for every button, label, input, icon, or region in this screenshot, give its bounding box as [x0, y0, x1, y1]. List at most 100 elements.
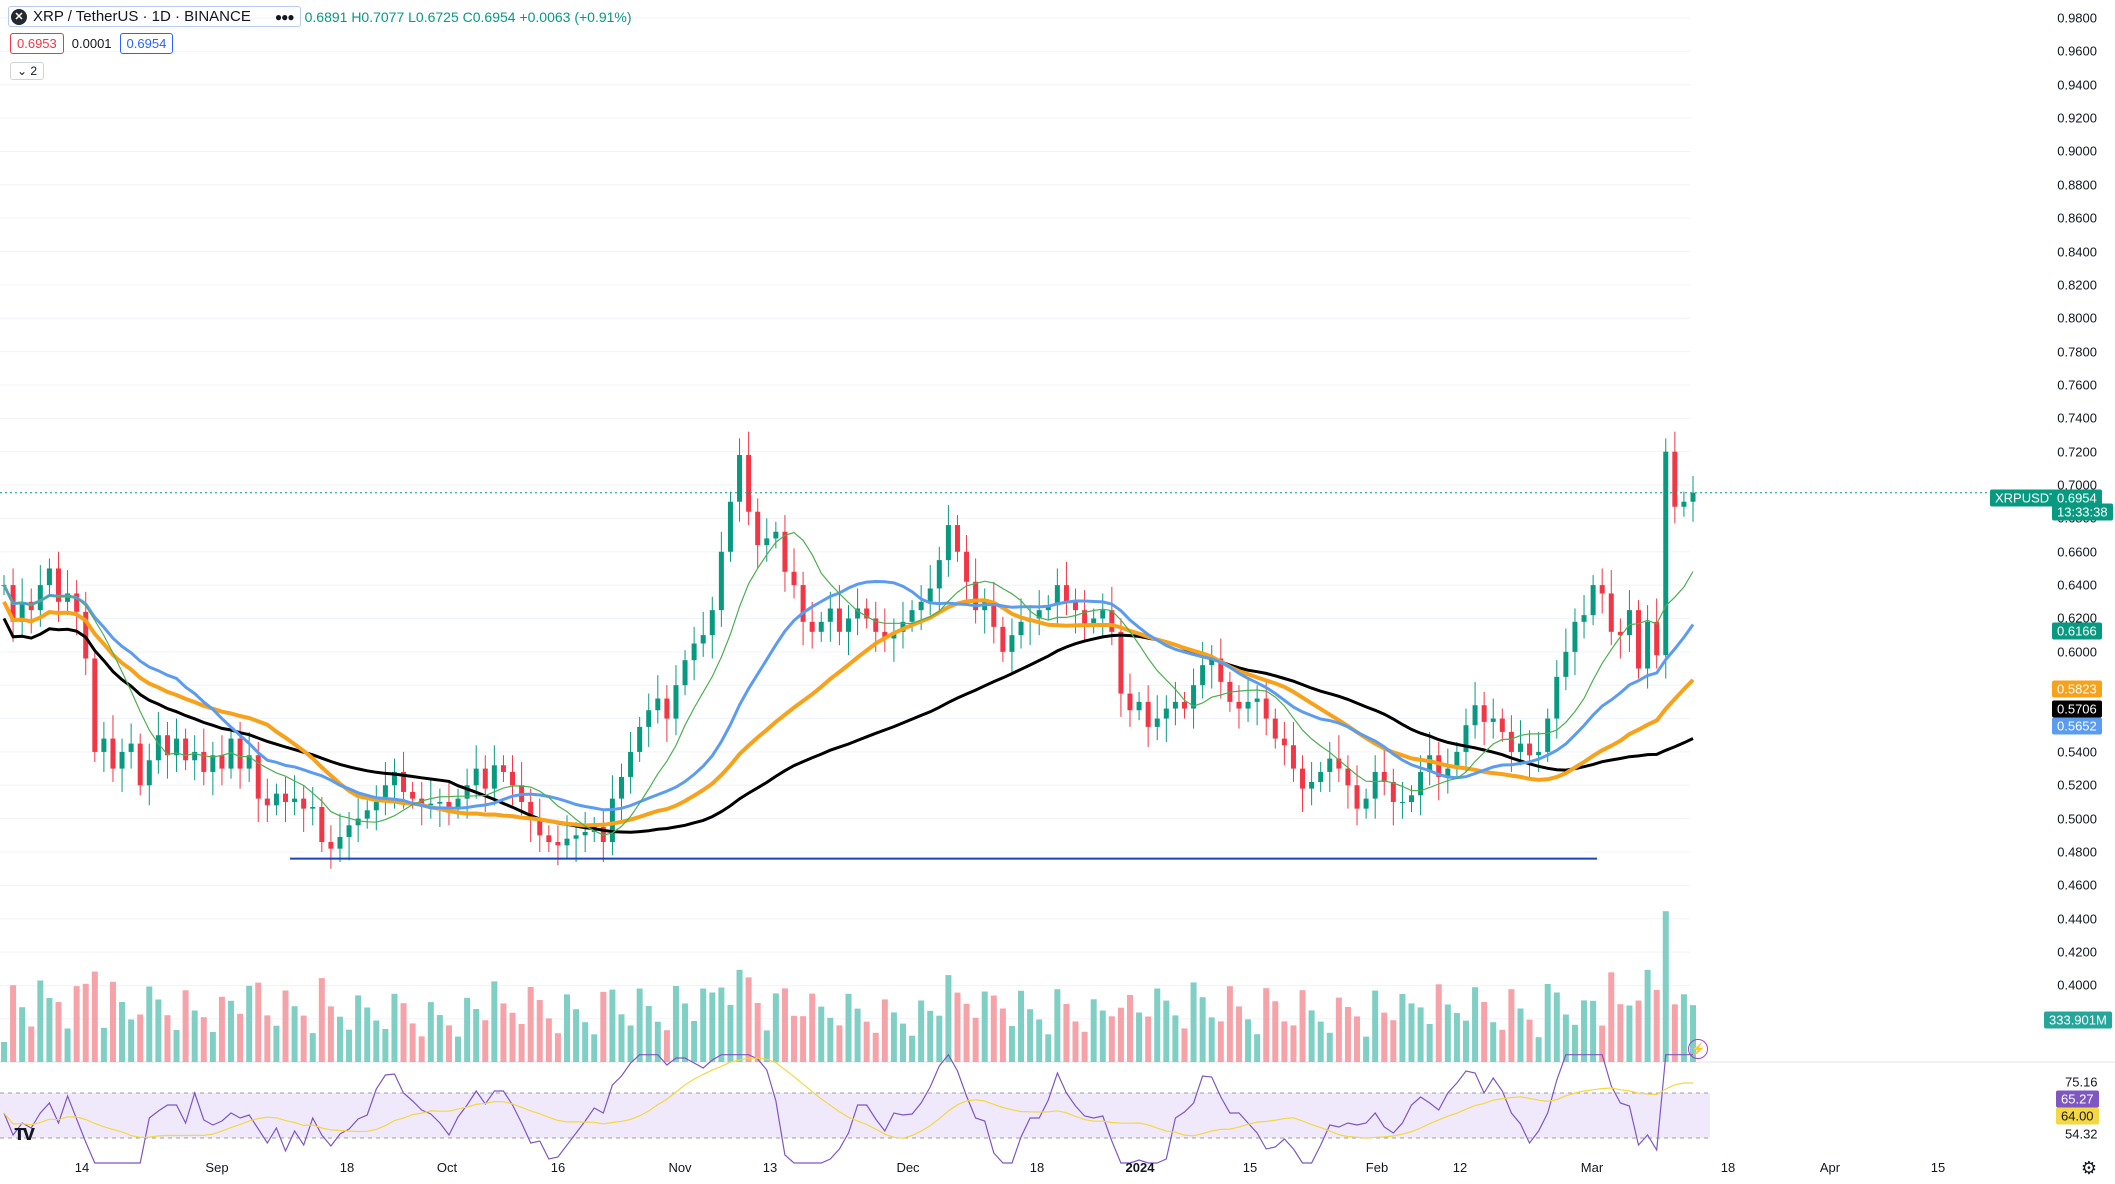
volume-bar: [1263, 988, 1270, 1062]
price-tick-label: 0.4600: [2057, 877, 2097, 893]
candle-body: [1472, 705, 1478, 726]
volume-bar: [682, 1003, 689, 1062]
volume-bar: [754, 1003, 761, 1062]
indicators-toggle[interactable]: ⌄ 2: [10, 62, 45, 80]
more-options-icon[interactable]: ●●●: [274, 9, 295, 24]
candle-body: [855, 608, 861, 619]
volume-bar: [1426, 1024, 1433, 1062]
candle-body: [691, 643, 697, 661]
volume-bar: [1199, 997, 1206, 1062]
candle-body: [1172, 701, 1178, 709]
volume-bar: [109, 981, 116, 1062]
lightning-icon[interactable]: ⚡: [1688, 1039, 1708, 1059]
time-tick-label: 13: [762, 1160, 778, 1175]
volume-bar: [591, 1034, 598, 1062]
candle-body: [991, 601, 997, 627]
candle-body: [709, 610, 715, 636]
time-tick-label: Oct: [436, 1160, 458, 1175]
candle-body: [818, 621, 824, 632]
candle-body: [1163, 708, 1169, 719]
candle-body: [1254, 698, 1260, 702]
buy-price-button[interactable]: 0.6954: [119, 33, 174, 54]
candle-body: [673, 685, 679, 719]
candle-body: [464, 785, 470, 799]
candle-body: [564, 838, 570, 846]
volume-bar: [1036, 1019, 1043, 1062]
volume-bar: [1008, 1026, 1015, 1062]
volume-bar: [1290, 1025, 1297, 1062]
symbol-legend: ✕ XRP / TetherUS · 1D · BINANCE ●●● 0.68…: [8, 6, 632, 27]
volume-bar: [1472, 987, 1479, 1062]
volume-bar: [872, 1032, 879, 1062]
volume-bar: [1535, 1037, 1542, 1062]
candle-body: [655, 698, 661, 711]
candle-body: [1626, 610, 1632, 636]
candle-body: [491, 765, 497, 789]
time-tick-label: 15: [1930, 1160, 1946, 1175]
volume-bar: [146, 986, 153, 1062]
volume-bar: [1562, 1014, 1569, 1062]
candle-body: [119, 751, 125, 769]
price-tick-label: 0.4800: [2057, 844, 2097, 860]
time-tick-label: 16: [550, 1160, 566, 1175]
volume-bar: [1553, 992, 1560, 1062]
candle-body: [219, 755, 225, 769]
volume-bar: [473, 1009, 480, 1062]
volume-bar: [1072, 1021, 1079, 1062]
volume-bar: [691, 1021, 698, 1062]
volume-bar: [709, 992, 716, 1062]
volume-bar: [55, 1002, 62, 1062]
candle-body: [718, 551, 724, 611]
volume-bar: [1581, 1000, 1588, 1062]
candle-body: [201, 751, 207, 772]
gear-icon[interactable]: ⚙: [2080, 1158, 2097, 1178]
countdown-tag: 13:33:38: [2052, 503, 2113, 521]
candle-body: [1517, 743, 1523, 752]
volume-bar: [1453, 1013, 1460, 1062]
volume-bar: [954, 992, 961, 1062]
ma-black-line: [2, 617, 1694, 834]
candle-body: [1100, 610, 1106, 619]
candle-body: [128, 743, 134, 752]
candle-body: [936, 560, 942, 589]
candle-body: [1636, 610, 1642, 669]
candle-body: [782, 531, 788, 572]
candle-body: [682, 660, 688, 686]
candle-body: [1036, 610, 1042, 619]
candle-body: [791, 571, 797, 586]
volume-bar: [1390, 1020, 1397, 1062]
volume-bar: [246, 985, 253, 1062]
volume-bar: [945, 975, 952, 1062]
volume-bar: [282, 990, 289, 1062]
volume-bar: [1326, 1032, 1333, 1062]
candle-body: [1082, 610, 1088, 624]
volume-bar: [554, 1033, 561, 1062]
volume-bar: [818, 1006, 825, 1062]
candle-body: [283, 793, 288, 802]
price-tick-label: 0.8600: [2057, 210, 2097, 226]
volume-bar: [1571, 1024, 1578, 1062]
volume-bar: [899, 1023, 906, 1062]
candle-body: [301, 798, 307, 809]
candle-body: [1427, 755, 1433, 772]
volume-bar: [364, 1007, 371, 1062]
volume-bar: [82, 983, 89, 1062]
volume-bar: [1254, 1034, 1261, 1062]
candle-body: [174, 738, 180, 756]
volume-bar: [800, 1016, 807, 1062]
volume-bar: [346, 1029, 353, 1062]
candle-body: [573, 835, 579, 839]
sell-price-button[interactable]: 0.6953: [10, 33, 64, 54]
candle-body: [183, 738, 189, 761]
volume-bar: [273, 1025, 280, 1062]
candle-body: [1236, 701, 1242, 709]
volume-bar: [418, 1036, 425, 1062]
symbol-selector[interactable]: ✕ XRP / TetherUS · 1D · BINANCE ●●●: [8, 6, 301, 27]
candle-body: [273, 793, 279, 806]
candle-body: [391, 771, 397, 786]
candle-body: [1617, 631, 1623, 636]
candle-body: [582, 831, 588, 836]
volume-bar: [1544, 984, 1551, 1062]
price-tick-label: 0.7600: [2057, 377, 2097, 393]
